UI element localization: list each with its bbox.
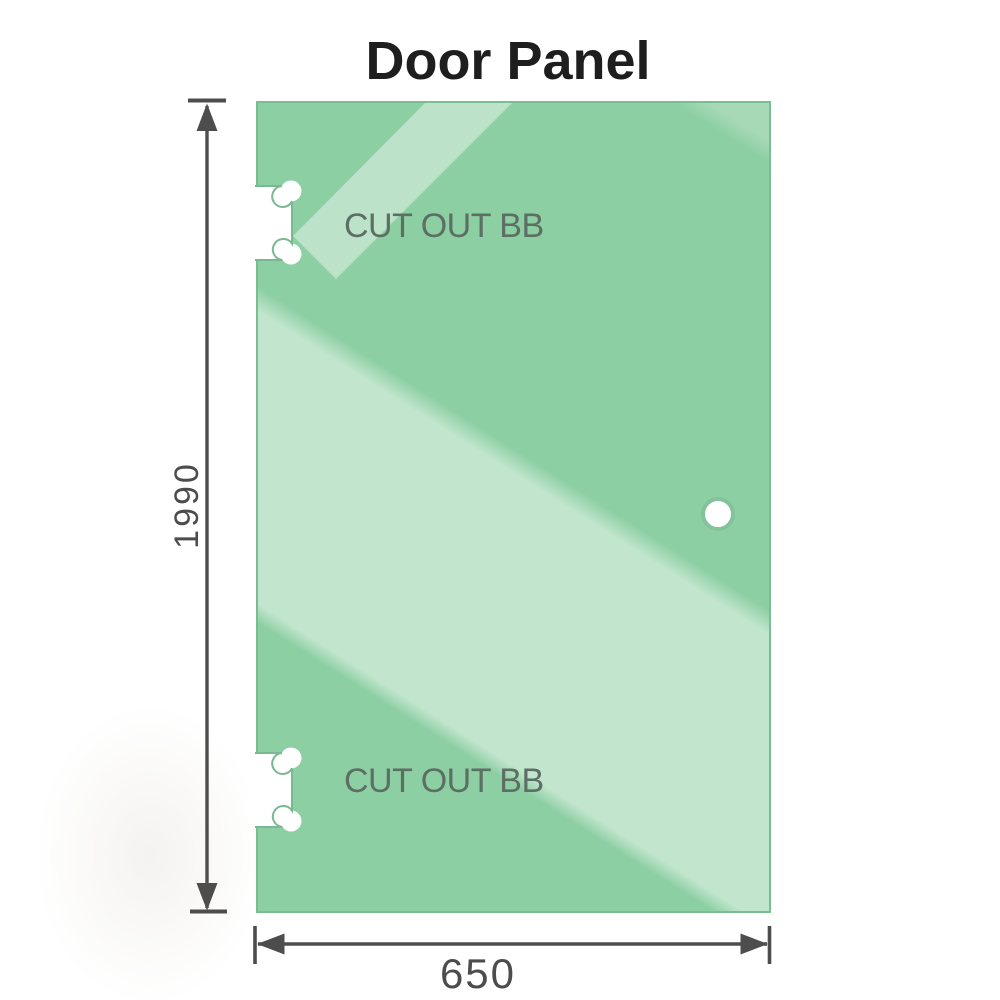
glass-panel-group: CUT OUT BB CUT OUT BB — [248, 101, 771, 913]
width-dimension-arrow-left — [257, 933, 285, 955]
background-shading — [35, 705, 265, 1000]
width-dimension-value: 650 — [440, 950, 516, 997]
height-dimension-arrow-down — [196, 883, 218, 911]
height-dimension-value: 1990 — [168, 461, 206, 549]
handle-hole — [701, 497, 735, 531]
cutout-label-bottom: CUT OUT BB — [344, 762, 544, 800]
width-dimension-arrow-right — [740, 933, 768, 955]
glass-panel — [256, 101, 771, 913]
glass-reflection-streak — [293, 103, 512, 279]
diagram-title: Door Panel — [365, 31, 650, 91]
height-dimension-arrow-up — [196, 103, 218, 131]
cutout-label-top: CUT OUT BB — [344, 207, 544, 245]
height-dimension: 1990 — [168, 98, 227, 914]
width-dimension: 650 — [253, 926, 772, 997]
